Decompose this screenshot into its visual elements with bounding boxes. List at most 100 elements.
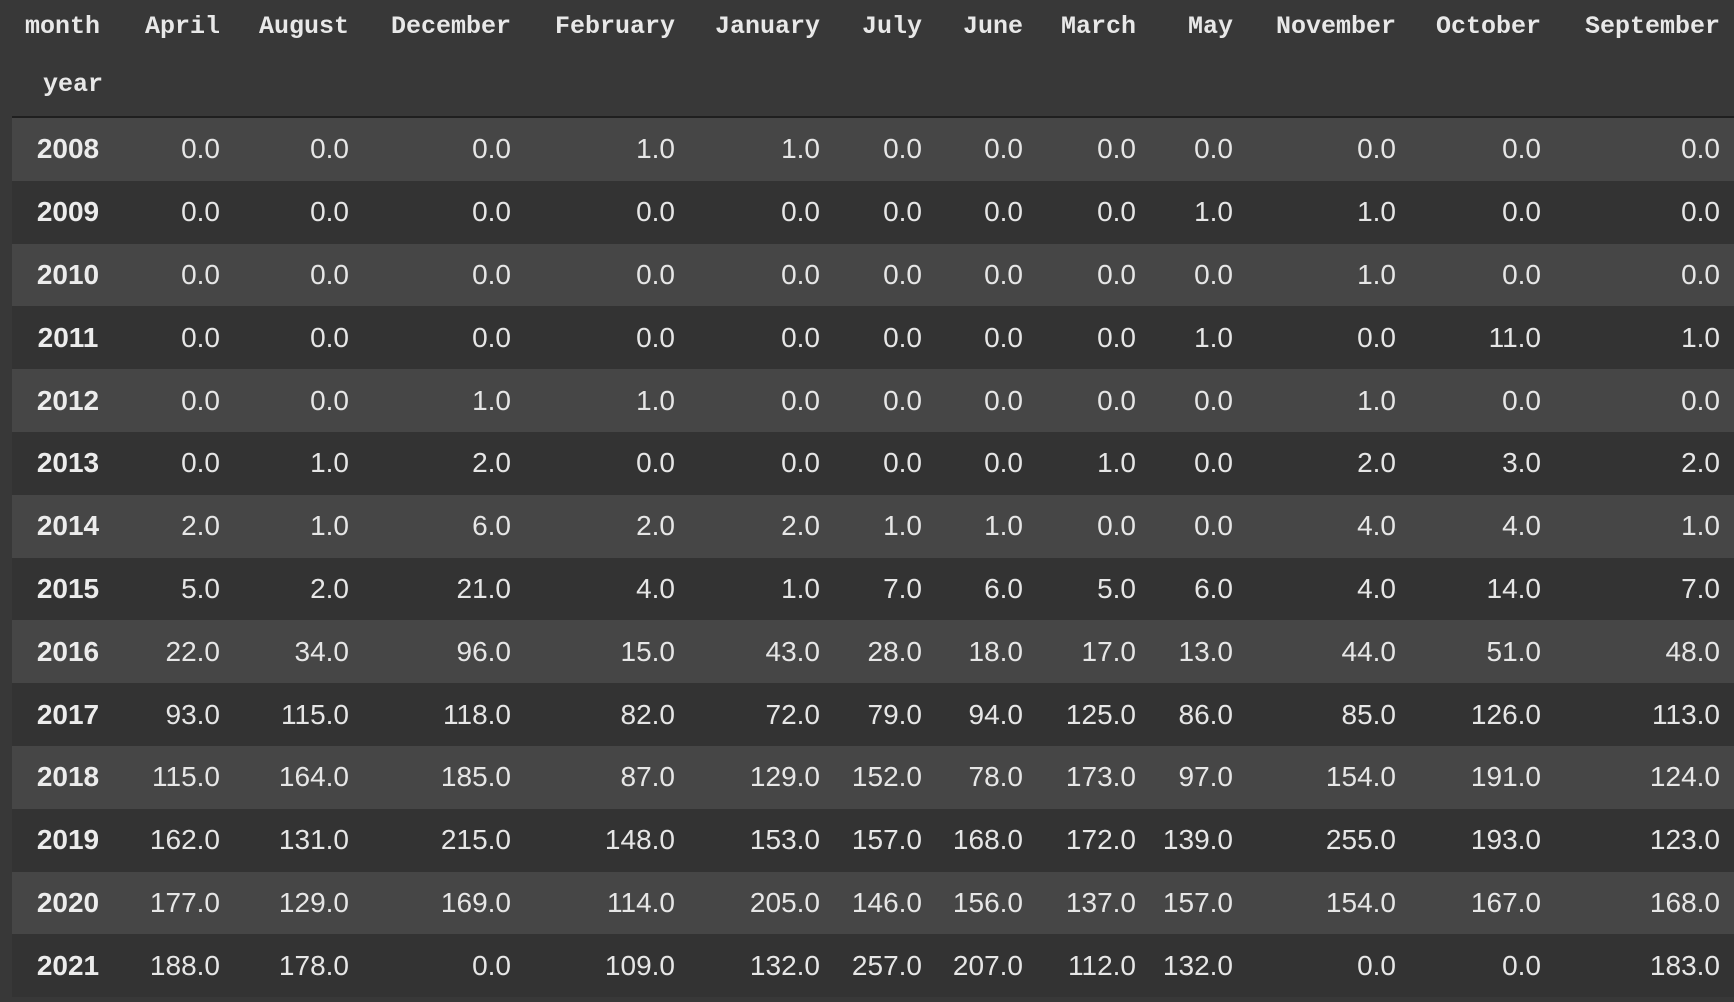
table-cell: 148.0 — [604, 824, 675, 856]
table-cell: 0.0 — [472, 949, 511, 981]
table-cell: 0.0 — [310, 258, 349, 290]
table-cell: 178.0 — [278, 949, 349, 981]
table-cell: 94.0 — [968, 698, 1024, 730]
table-cell: 0.0 — [1097, 258, 1136, 290]
table-cell: 5.0 — [181, 572, 220, 604]
table-cell: 44.0 — [1341, 635, 1397, 667]
table-cell: 0.0 — [472, 258, 511, 290]
table-cell: 152.0 — [851, 761, 922, 793]
table-cell: 6.0 — [984, 572, 1023, 604]
empty-header-cell — [1247, 52, 1410, 118]
table-cell: 2.0 — [1357, 447, 1396, 479]
table-cell: 0.0 — [1097, 510, 1136, 542]
table-cell: 1.0 — [883, 510, 922, 542]
table-cell: 132.0 — [749, 949, 820, 981]
table-cell: 123.0 — [1649, 824, 1720, 856]
table-cell: 86.0 — [1178, 698, 1234, 730]
table-cell: 6.0 — [472, 510, 511, 542]
table-cell: 156.0 — [952, 886, 1023, 918]
table-row: 2016 22.0 34.0 96.0 15.0 43.0 28.0 18.0 17.0 13.0… — [12, 620, 1734, 684]
table-body: 2008 0.0 0.0 0.0 1.0 1.0 0.0 0.0 0.0 0.0 0.0 0.0 0.0… — [12, 117, 1734, 998]
table-cell: 2.0 — [472, 447, 511, 479]
table-cell: 0.0 — [781, 384, 820, 416]
table-cell: 5.0 — [1097, 572, 1136, 604]
table-cell: 51.0 — [1486, 635, 1542, 667]
table-cell: 2.0 — [781, 510, 820, 542]
table-cell: 28.0 — [867, 635, 923, 667]
row-index-year: 2014 — [36, 510, 100, 542]
table-cell: 43.0 — [765, 635, 821, 667]
table-cell: 0.0 — [883, 133, 922, 165]
column-header: April — [124, 0, 234, 52]
table-cell: 2.0 — [1681, 447, 1720, 479]
table-cell: 6.0 — [1194, 572, 1233, 604]
table-cell: 4.0 — [1357, 510, 1396, 542]
row-index-year: 2018 — [36, 761, 100, 793]
table-cell: 0.0 — [636, 258, 675, 290]
table-row: 2009 0.0 0.0 0.0 0.0 0.0 0.0 0.0 0.0 1.0 1.0 0.0 0.0 — [12, 180, 1734, 244]
table-cell: 4.0 — [1502, 510, 1541, 542]
table-cell: 1.0 — [1681, 321, 1720, 353]
table-cell: 129.0 — [278, 886, 349, 918]
table-row: 2021 188.0 178.0 0.0 109.0 132.0 257.0 207.0 112… — [12, 934, 1734, 998]
table-cell: 115.0 — [152, 761, 220, 793]
table-row: 2013 0.0 1.0 2.0 0.0 0.0 0.0 0.0 1.0 0.0 2.0 3.0 2.0 — [12, 431, 1734, 495]
table-cell: 14.0 — [1486, 572, 1542, 604]
table-cell: 0.0 — [1681, 196, 1720, 228]
table-cell: 0.0 — [1502, 258, 1541, 290]
table-cell: 191.0 — [1470, 761, 1541, 793]
empty-header-cell — [525, 52, 689, 118]
table-cell: 96.0 — [456, 635, 512, 667]
column-header: December — [363, 0, 525, 52]
table-cell: 1.0 — [472, 384, 511, 416]
table-cell: 0.0 — [1194, 447, 1233, 479]
table-cell: 0.0 — [181, 133, 220, 165]
row-index-year: 2010 — [36, 258, 100, 290]
table-row: 2020 177.0 129.0 169.0 114.0 205.0 146.0 156.0 1… — [12, 871, 1734, 935]
table-cell: 0.0 — [883, 447, 922, 479]
empty-header-cell — [124, 52, 234, 118]
table-cell: 85.0 — [1341, 698, 1397, 730]
table-cell: 1.0 — [1681, 510, 1720, 542]
table-cell: 1.0 — [781, 572, 820, 604]
table-cell: 21.0 — [456, 572, 512, 604]
table-row: 2017 93.0 115.0 118.0 82.0 72.0 79.0 94.0 125.0 8… — [12, 683, 1734, 746]
table-cell: 0.0 — [310, 384, 349, 416]
table-cell: 4.0 — [1357, 572, 1396, 604]
table-cell: 157.0 — [851, 824, 922, 856]
table-cell: 183.0 — [1649, 949, 1720, 981]
table-cell: 124.0 — [1649, 761, 1720, 793]
table-cell: 0.0 — [181, 258, 220, 290]
table-cell: 205.0 — [749, 886, 820, 918]
table-cell: 0.0 — [636, 196, 675, 228]
table-cell: 0.0 — [310, 196, 349, 228]
dataframe-output: month April August December February Jan… — [12, 0, 1734, 998]
table-cell: 153.0 — [749, 824, 820, 856]
row-index-year: 2013 — [36, 447, 100, 479]
row-index-year: 2011 — [37, 321, 99, 353]
table-cell: 126.0 — [1470, 698, 1541, 730]
table-cell: 173.0 — [1065, 761, 1136, 793]
row-index-year: 2017 — [36, 698, 100, 730]
table-cell: 0.0 — [1681, 133, 1720, 165]
table-cell: 87.0 — [620, 761, 676, 793]
table-cell: 0.0 — [1502, 133, 1541, 165]
table-cell: 0.0 — [181, 321, 220, 353]
table-cell: 1.0 — [310, 510, 349, 542]
row-index-year: 2015 — [36, 572, 100, 604]
table-cell: 78.0 — [968, 761, 1024, 793]
table-row: 2015 5.0 2.0 21.0 4.0 1.0 7.0 6.0 5.0 6.0 4.0 14.0 7… — [12, 557, 1734, 621]
table-cell: 0.0 — [1357, 133, 1396, 165]
table-cell: 157.0 — [1162, 886, 1233, 918]
column-header: August — [234, 0, 363, 52]
table-cell: 168.0 — [952, 824, 1023, 856]
table-cell: 125.0 — [1065, 698, 1136, 730]
table-cell: 146.0 — [851, 886, 922, 918]
column-header: June — [936, 0, 1037, 52]
table-cell: 169.0 — [440, 886, 511, 918]
table-cell: 0.0 — [984, 133, 1023, 165]
empty-header-cell — [234, 52, 363, 118]
table-cell: 172.0 — [1065, 824, 1136, 856]
column-header: January — [689, 0, 834, 52]
table-cell: 3.0 — [1502, 447, 1541, 479]
